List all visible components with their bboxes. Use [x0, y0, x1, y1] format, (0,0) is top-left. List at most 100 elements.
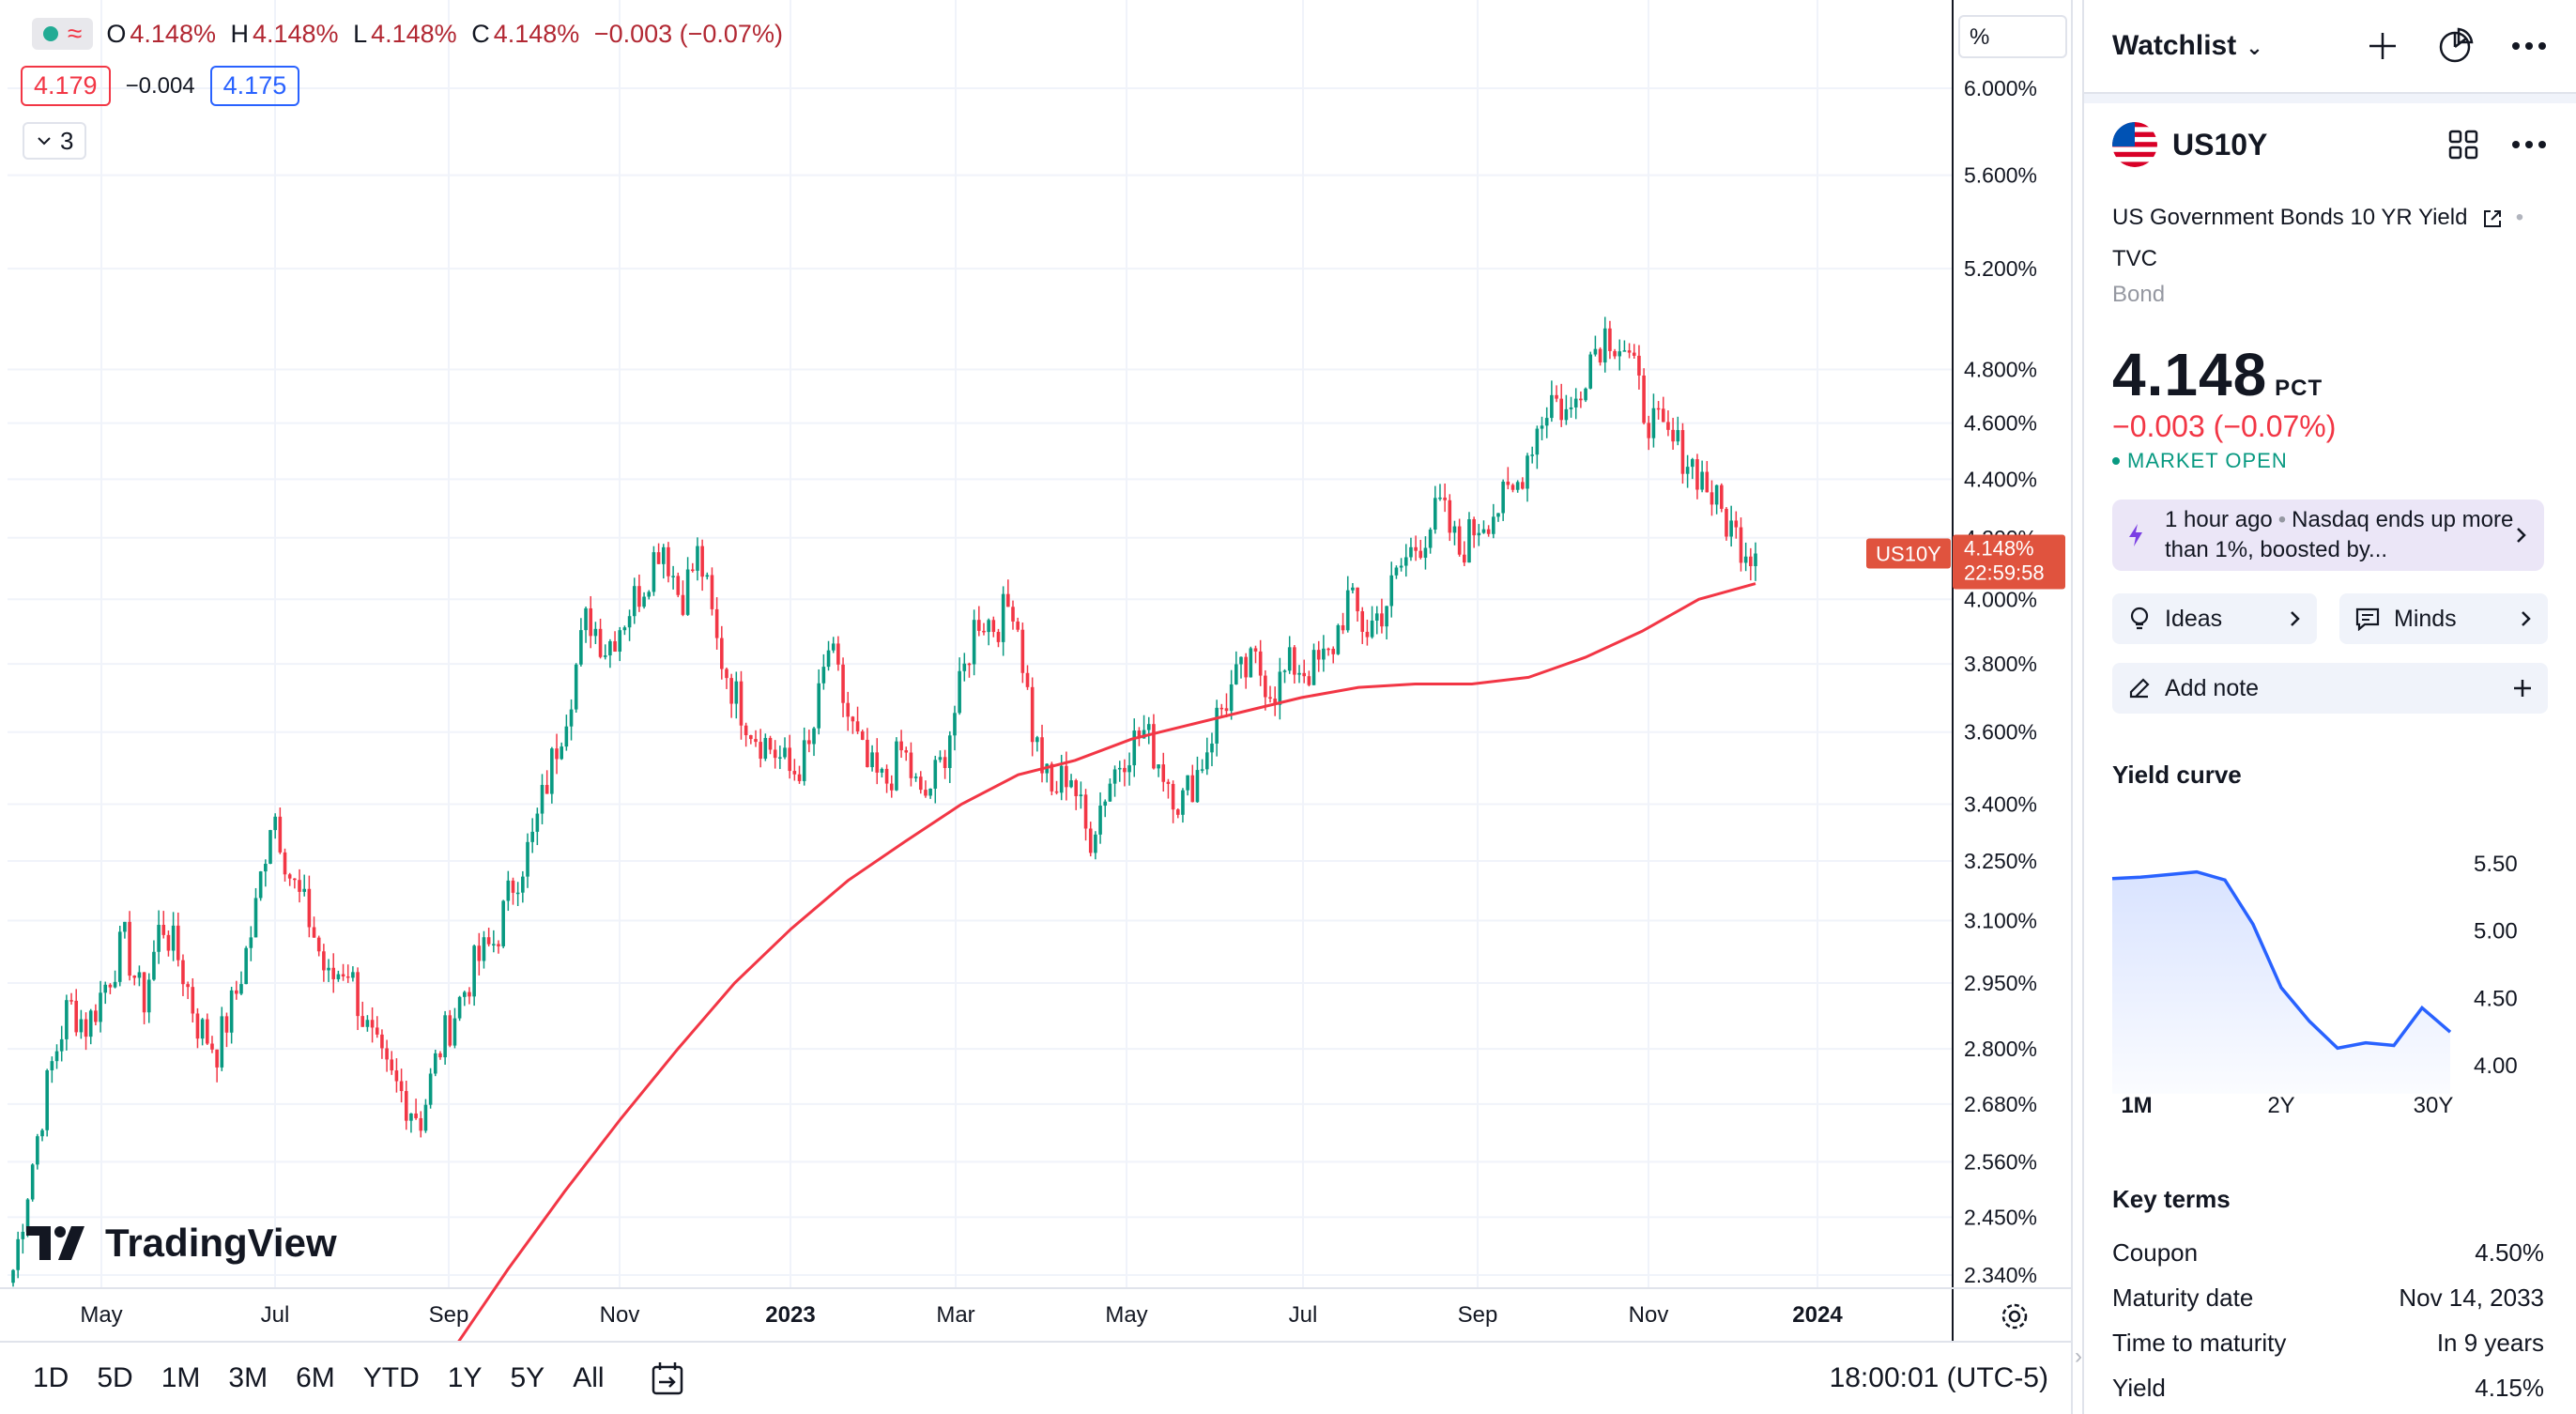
price-scale-mode[interactable]: % — [1958, 15, 2067, 58]
candle-body — [739, 681, 744, 726]
gear-icon[interactable] — [1996, 1298, 2033, 1335]
candle-body — [1146, 724, 1151, 730]
candle-body — [283, 852, 287, 875]
range-button-3m[interactable]: 3M — [228, 1362, 268, 1393]
range-button-1d[interactable]: 1D — [33, 1362, 69, 1393]
candle-body — [390, 1059, 394, 1071]
candle-body — [195, 1013, 200, 1039]
range-button-6m[interactable]: 6M — [296, 1362, 335, 1393]
chart-area[interactable]: 6.000%5.600%5.200%4.800%4.600%4.400%4.20… — [0, 0, 2073, 1414]
range-button-5d[interactable]: 5D — [97, 1362, 133, 1393]
candle-body — [123, 921, 127, 932]
candle-body — [1569, 407, 1573, 409]
range-button-1m[interactable]: 1M — [161, 1362, 201, 1393]
news-headline-card[interactable]: 1 hour ago • Nasdaq ends up more than 1%, … — [2112, 500, 2544, 571]
chevron-right-icon — [2522, 611, 2531, 626]
candle-body — [419, 1117, 423, 1131]
price-tick-label: 2.560% — [1964, 1149, 2037, 1174]
high-value: 4.148% — [252, 19, 339, 48]
range-button-all[interactable]: All — [573, 1362, 605, 1393]
candle-body — [1467, 519, 1471, 563]
candle-body — [1297, 672, 1301, 675]
price-tick-label: 3.250% — [1964, 849, 2037, 873]
date-range-icon[interactable] — [647, 1357, 690, 1400]
candle-body — [1515, 482, 1520, 490]
price-tick-label: 3.400% — [1964, 792, 2037, 816]
yield-maturity-label[interactable]: 1M — [2121, 1093, 2152, 1118]
news-headline: Nasdaq ends up more than 1%, boosted by.… — [2165, 507, 2514, 562]
watchlist-title[interactable]: Watchlist ⌄ — [2112, 30, 2263, 61]
candle-body — [229, 990, 234, 1033]
candle-body — [113, 981, 117, 988]
candle-body — [1365, 631, 1370, 638]
change-value: −0.003 (−0.07%) — [593, 19, 783, 48]
candle-body — [1501, 481, 1505, 514]
yield-tick-label: 5.50 — [2474, 852, 2518, 877]
indicators-toggle[interactable]: 3 — [23, 122, 87, 160]
candle-body — [200, 1019, 205, 1039]
candle-body — [1287, 647, 1292, 671]
candle-body — [21, 1231, 25, 1239]
yield-curve-chart[interactable]: 5.50 5.00 4.50 4.00 1M 2Y 30Y — [2084, 826, 2576, 1136]
timezone-clock[interactable]: 18:00:01 (UTC-5) — [1829, 1362, 2048, 1393]
advanced-view-button[interactable] — [2437, 27, 2475, 65]
yield-maturity-label[interactable]: 2Y — [2267, 1093, 2294, 1118]
candle-body — [54, 1051, 59, 1062]
time-tick-label: Mar — [936, 1302, 974, 1328]
exchange-name[interactable]: TVC — [2112, 246, 2157, 271]
candle-body — [463, 991, 467, 997]
price-tick-label: 4.000% — [1964, 587, 2037, 611]
price-unit: PCT — [2275, 376, 2323, 401]
candle-body — [1579, 398, 1583, 401]
range-button-ytd[interactable]: YTD — [362, 1362, 420, 1393]
panel-collapse-handle[interactable]: › — [2075, 1344, 2082, 1369]
candle-body — [1293, 647, 1296, 675]
candle-body — [1108, 783, 1112, 802]
price-tick-label: 2.800% — [1964, 1037, 2037, 1061]
candle-body — [1680, 430, 1685, 474]
layout-button[interactable] — [2445, 126, 2482, 163]
add-symbol-button[interactable] — [2364, 27, 2401, 65]
candle-body — [1370, 620, 1374, 638]
status-dot-icon — [2112, 457, 2120, 465]
candle-body — [30, 1164, 35, 1200]
yield-maturity-label[interactable]: 30Y — [2414, 1093, 2454, 1118]
candle-body — [1598, 348, 1602, 363]
candle-body — [249, 937, 253, 948]
watchlist-more-button[interactable] — [2510, 27, 2548, 65]
news-time: 1 hour ago — [2165, 507, 2273, 532]
candle-body — [1244, 656, 1248, 678]
buy-price-button[interactable]: 4.175 — [209, 66, 300, 106]
symbol-status-pill[interactable]: ≈ — [32, 18, 94, 50]
key-term-label: Maturity date — [2112, 1283, 2254, 1312]
tradingview-logo[interactable]: TradingView — [26, 1221, 337, 1266]
price-chart[interactable]: 6.000%5.600%5.200%4.800%4.600%4.400%4.20… — [0, 0, 2073, 1341]
sell-price-button[interactable]: 4.179 — [21, 66, 111, 106]
symbol-name[interactable]: US10Y — [2172, 127, 2268, 161]
add-note-button[interactable]: Add note — [2112, 663, 2548, 714]
candle-body — [253, 898, 258, 938]
close-value: 4.148% — [493, 19, 580, 48]
ideas-button[interactable]: Ideas — [2112, 593, 2317, 644]
range-button-1y[interactable]: 1Y — [447, 1362, 483, 1393]
range-button-5y[interactable]: 5Y — [510, 1362, 545, 1393]
key-term-row: Time to maturity In 9 years — [2112, 1320, 2544, 1365]
price-change: −0.003 (−0.07%) — [2112, 409, 2337, 443]
key-term-row: Yield 4.15% — [2112, 1365, 2544, 1410]
candle-body — [1535, 428, 1540, 455]
symbol-full-name[interactable]: US Government Bonds 10 YR Yield — [2112, 205, 2468, 230]
candle-body — [866, 739, 869, 768]
yield-curve-title: Yield curve — [2112, 761, 2242, 789]
candle-body — [1059, 765, 1064, 793]
minds-button[interactable]: Minds — [2339, 593, 2548, 644]
candle-body — [146, 979, 151, 1013]
symbol-more-button[interactable] — [2510, 126, 2548, 163]
key-term-value: 4.50% — [2475, 1237, 2544, 1267]
candle-body — [560, 746, 564, 760]
candle-body — [1204, 752, 1209, 770]
candle-body — [967, 663, 972, 666]
candle-body — [191, 987, 195, 1014]
candle-body — [1720, 484, 1724, 509]
us-flag-icon — [2112, 122, 2157, 167]
external-link-icon[interactable] — [2481, 207, 2504, 230]
